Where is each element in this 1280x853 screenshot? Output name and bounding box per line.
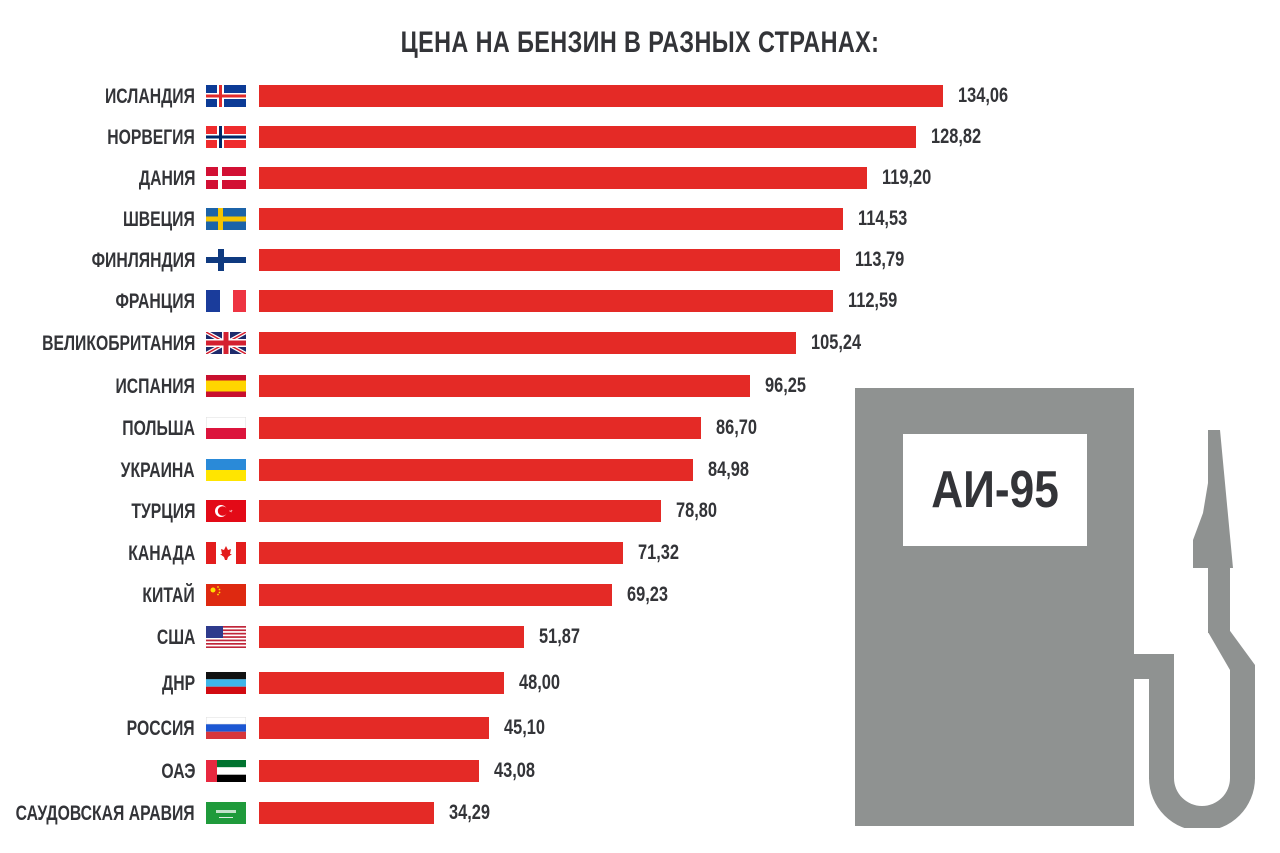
- value-label: 134,06: [958, 84, 1009, 107]
- bar: [259, 126, 916, 148]
- chart-title: ЦЕНА НА БЕНЗИН В РАЗНЫХ СТРАНАХ:: [400, 26, 880, 59]
- country-label: ОАЭ: [160, 760, 195, 783]
- france-flag-icon: [206, 290, 246, 312]
- value-label: 114,53: [858, 207, 908, 230]
- value-label: 84,98: [708, 458, 749, 481]
- bar: [259, 760, 479, 782]
- chart-row: ДНР 48,00: [0, 663, 1280, 705]
- chart-row: ИСПАНИЯ 96,25: [0, 366, 1280, 408]
- value-label: 45,10: [504, 716, 545, 739]
- value-label: 113,79: [855, 248, 905, 271]
- china-flag-icon: [206, 584, 246, 606]
- norway-flag-icon: [206, 126, 246, 148]
- country-label: ФИНЛЯНДИЯ: [91, 249, 195, 272]
- uk-flag-icon: [206, 332, 246, 354]
- value-label: 48,00: [519, 671, 560, 694]
- country-label: ИСПАНИЯ: [115, 375, 195, 398]
- value-label: 69,23: [627, 583, 668, 606]
- chart-row: УКРАИНА 84,98: [0, 450, 1280, 492]
- country-label: ИСЛАНДИЯ: [105, 85, 195, 108]
- ukraine-flag-icon: [206, 459, 246, 481]
- bar: [259, 85, 943, 107]
- value-label: 71,32: [638, 541, 679, 564]
- country-label: УКРАИНА: [121, 459, 195, 482]
- fuel-grade-label: АИ-95: [931, 461, 1059, 519]
- country-label: ПОЛЬША: [122, 417, 195, 440]
- chart-row: ТУРЦИЯ 78,80: [0, 491, 1280, 533]
- turkey-flag-icon: [206, 500, 246, 522]
- saudi-arabia-flag-icon: [206, 802, 246, 824]
- russia-flag-icon: [206, 717, 246, 739]
- country-label: ТУРЦИЯ: [130, 500, 195, 523]
- chart-row: США 51,87: [0, 617, 1280, 659]
- country-label: РОССИЯ: [127, 717, 195, 740]
- chart-row: КИТАЙ 69,23: [0, 575, 1280, 617]
- bar: [259, 167, 867, 189]
- poland-flag-icon: [206, 417, 246, 439]
- chart-row: КАНАДА 71,32: [0, 533, 1280, 575]
- chart-row: САУДОВСКАЯ АРАВИЯ 34,29: [0, 793, 1280, 835]
- value-label: 119,20: [882, 166, 932, 189]
- denmark-flag-icon: [206, 167, 246, 189]
- bar: [259, 542, 623, 564]
- chart-row: ПОЛЬША 86,70: [0, 408, 1280, 450]
- country-label: ДАНИЯ: [138, 167, 195, 190]
- country-label: КИТАЙ: [142, 584, 195, 607]
- finland-flag-icon: [206, 249, 246, 271]
- bar: [259, 672, 504, 694]
- chart-row: НОРВЕГИЯ 128,82: [0, 117, 1280, 159]
- country-label: НОРВЕГИЯ: [107, 126, 195, 149]
- value-label: 105,24: [811, 331, 862, 354]
- bar: [259, 500, 661, 522]
- chart-row: ИСЛАНДИЯ 134,06: [0, 76, 1280, 118]
- value-label: 112,59: [848, 289, 898, 312]
- chart-row: ОАЭ 43,08: [0, 751, 1280, 793]
- fuel-pump-icon: [855, 388, 1255, 828]
- value-label: 43,08: [494, 759, 535, 782]
- bar: [259, 717, 489, 739]
- chart-row: ВЕЛИКОБРИТАНИЯ 105,24: [0, 323, 1280, 365]
- value-label: 78,80: [676, 499, 717, 522]
- bar: [259, 249, 840, 271]
- iceland-flag-icon: [206, 85, 246, 107]
- value-label: 34,29: [449, 801, 490, 824]
- bar: [259, 375, 750, 397]
- chart-row: ШВЕЦИЯ 114,53: [0, 199, 1280, 241]
- bar: [259, 332, 796, 354]
- chart-row: РОССИЯ 45,10: [0, 708, 1280, 750]
- value-label: 96,25: [765, 374, 806, 397]
- value-label: 51,87: [539, 625, 580, 648]
- country-label: ШВЕЦИЯ: [123, 208, 195, 231]
- country-label: САУДОВСКАЯ АРАВИЯ: [16, 802, 195, 825]
- bar: [259, 626, 524, 648]
- bar: [259, 584, 612, 606]
- country-label: ВЕЛИКОБРИТАНИЯ: [41, 332, 195, 355]
- value-label: 86,70: [716, 416, 757, 439]
- chart-row: ФИНЛЯНДИЯ 113,79: [0, 240, 1280, 282]
- usa-flag-icon: [206, 626, 246, 648]
- dnr-flag-icon: [206, 672, 246, 694]
- country-label: США: [156, 626, 195, 649]
- bar: [259, 290, 833, 312]
- chart-row: ДАНИЯ 119,20: [0, 158, 1280, 200]
- sweden-flag-icon: [206, 208, 246, 230]
- bar: [259, 208, 843, 230]
- uae-flag-icon: [206, 760, 246, 782]
- bar: [259, 802, 434, 824]
- country-label: ДНР: [161, 672, 195, 695]
- chart-row: ФРАНЦИЯ 112,59: [0, 281, 1280, 323]
- country-label: ФРАНЦИЯ: [115, 290, 195, 313]
- bar: [259, 417, 701, 439]
- canada-flag-icon: [206, 542, 246, 564]
- value-label: 128,82: [931, 125, 982, 148]
- country-label: КАНАДА: [128, 542, 195, 565]
- spain-flag-icon: [206, 375, 246, 397]
- bar: [259, 459, 693, 481]
